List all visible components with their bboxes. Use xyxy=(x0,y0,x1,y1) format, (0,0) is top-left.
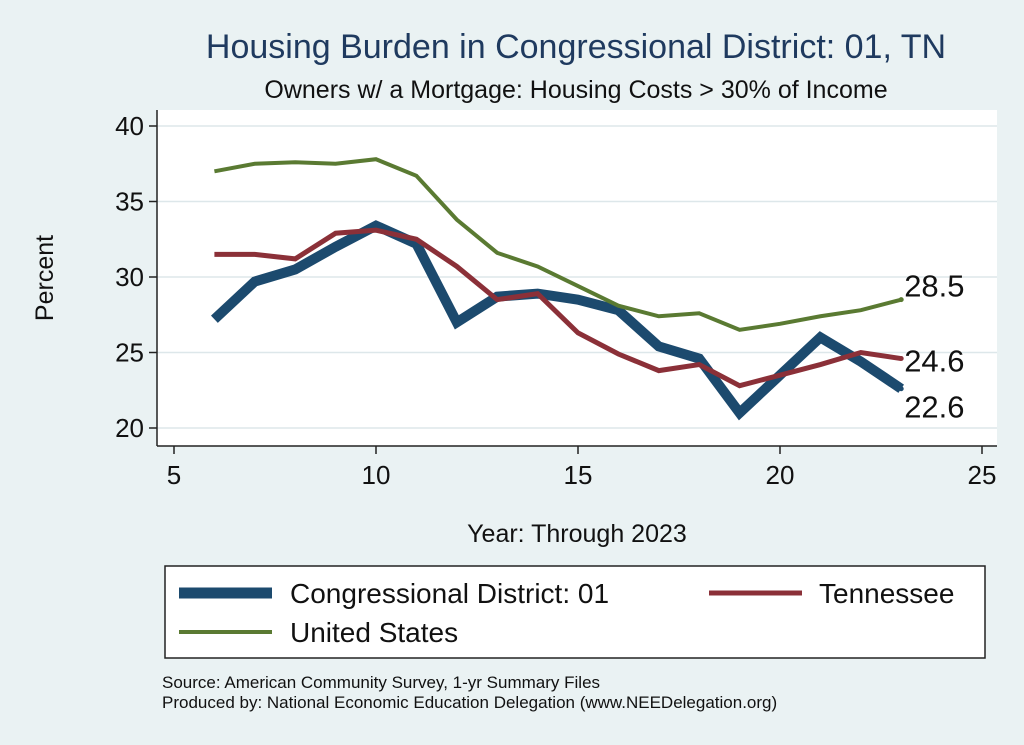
y-tick-label: 30 xyxy=(115,262,144,292)
y-tick-label: 25 xyxy=(115,338,144,368)
grid-lines xyxy=(157,125,997,429)
series-end-point xyxy=(898,386,904,392)
series-layer xyxy=(210,157,904,421)
series-line-tennessee xyxy=(214,227,902,389)
x-tick-label: 20 xyxy=(766,460,795,490)
series-end-label: 24.6 xyxy=(904,344,964,379)
legend-label-district: Congressional District: 01 xyxy=(290,578,609,609)
x-tick-label: 25 xyxy=(968,460,997,490)
x-tick-label: 5 xyxy=(167,460,181,490)
x-tick-label: 10 xyxy=(362,460,391,490)
x-axis-label: Year: Through 2023 xyxy=(467,520,687,548)
series-end-point xyxy=(898,297,904,303)
legend-label-us: United States xyxy=(290,617,458,648)
series-end-point xyxy=(898,356,904,362)
series-end-label: 28.5 xyxy=(904,269,964,304)
legend xyxy=(164,565,986,659)
legend-label-tennessee: Tennessee xyxy=(819,578,954,609)
chart-title: Housing Burden in Congressional District… xyxy=(206,28,946,66)
y-tick-label: 40 xyxy=(115,111,144,141)
end-labels: 22.6 24.6 28.5 xyxy=(898,269,965,425)
y-axis-label: Percent xyxy=(31,235,59,321)
series-end-label: 22.6 xyxy=(904,390,964,425)
x-ticks: 5 10 15 20 25 xyxy=(167,446,997,490)
y-tick-label: 20 xyxy=(115,413,144,443)
plot-area xyxy=(157,110,997,446)
producer-line: Produced by: National Economic Education… xyxy=(162,693,777,712)
chart-subtitle: Owners w/ a Mortgage: Housing Costs > 30… xyxy=(264,76,887,104)
x-tick-label: 15 xyxy=(564,460,593,490)
y-ticks: 20 25 30 35 40 xyxy=(115,111,157,443)
series-line-us xyxy=(214,157,902,332)
y-tick-label: 35 xyxy=(115,187,144,217)
series-line-district xyxy=(210,220,904,421)
source-line: Source: American Community Survey, 1-yr … xyxy=(162,673,600,692)
